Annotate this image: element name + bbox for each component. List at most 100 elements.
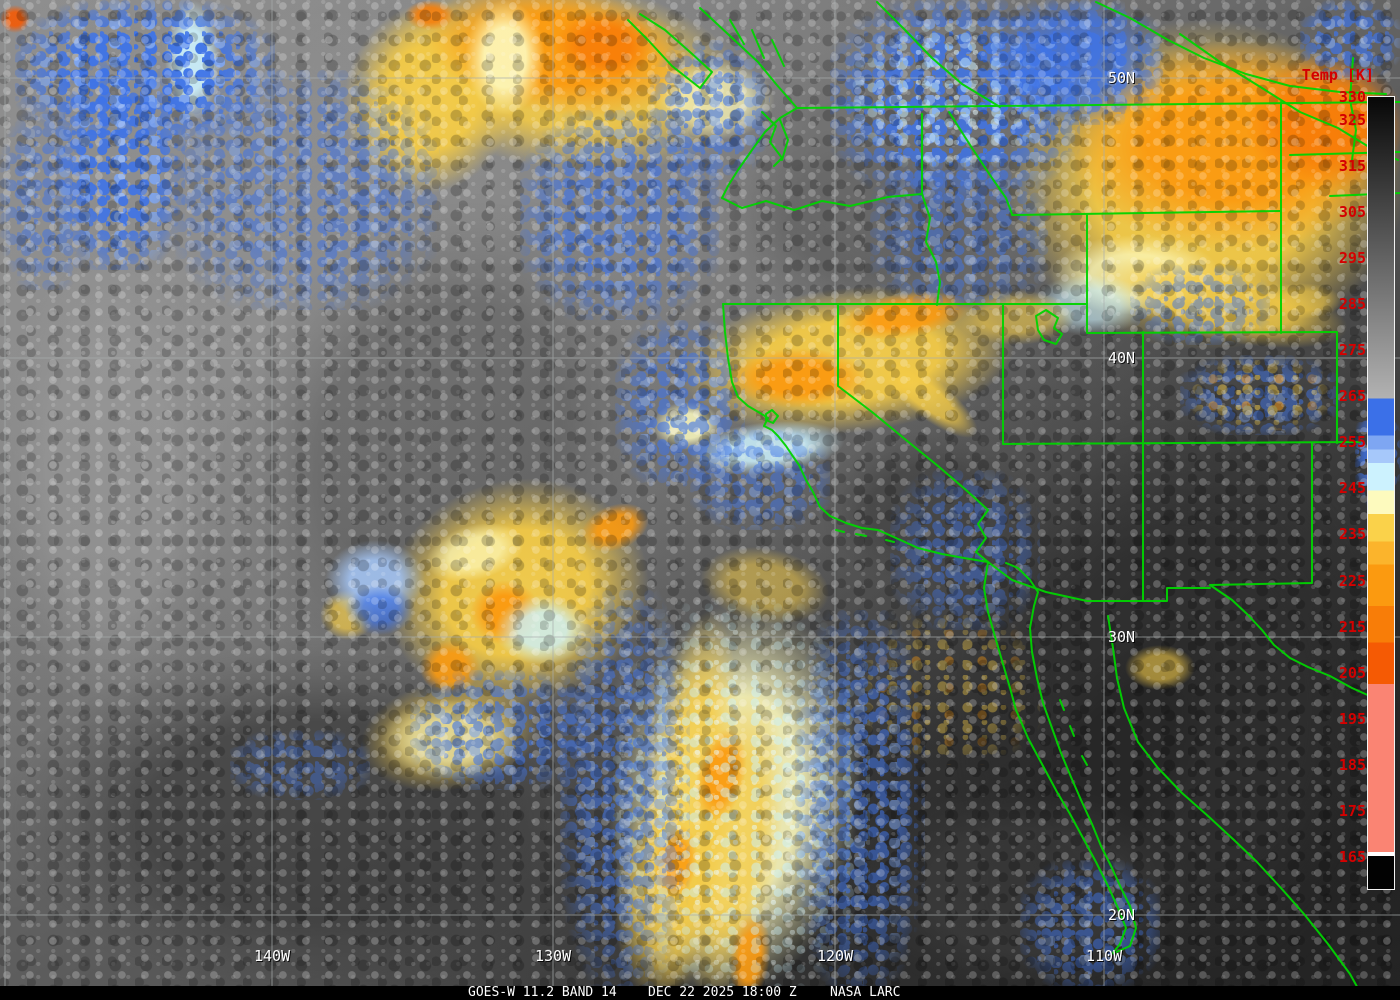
border-path (948, 111, 1013, 215)
cloud-blob (165, 0, 220, 120)
scale-label: 245 (1338, 479, 1366, 498)
cloud-speckle (520, 110, 720, 320)
cloud-speckle (890, 470, 1040, 630)
cloud-blob (607, 786, 718, 1000)
cloud-blob (380, 700, 520, 780)
scale-label: 235 (1338, 525, 1366, 544)
scale-label: 275 (1338, 341, 1366, 360)
scale-label: 330 (1338, 88, 1366, 106)
colorbar-gradient (1368, 97, 1394, 889)
border-path (765, 409, 779, 424)
cloud-blob (420, 640, 480, 695)
cloud-blob (861, 339, 989, 451)
cloud-speckle (1190, 360, 1330, 430)
cloud-speckle (690, 430, 830, 530)
border-path (1086, 303, 1338, 334)
border-path (975, 509, 989, 563)
cloud-blob (319, 0, 541, 217)
scale-label: 165 (1338, 847, 1366, 866)
cloud-blob (820, 430, 1040, 590)
caption-bar: GOES-W 11.2 BAND 14 DEC 22 2025 18:00 Z … (0, 986, 1400, 1000)
cloud-blob (687, 414, 848, 482)
cloud-blob (837, 284, 973, 347)
cloud-speckle (830, 0, 1080, 200)
cloud-blob (850, 780, 1200, 1000)
cloud-blob (555, 10, 655, 80)
cloud-blob (470, 580, 540, 645)
border-path (876, 1, 1001, 108)
cloud-speckle (1130, 265, 1270, 345)
cloud-speckle (55, 60, 185, 270)
cloud-blob (955, 290, 1075, 345)
cloud-blob (1030, 275, 1150, 335)
cloud-speckle (985, 0, 1165, 125)
cloud-blob (325, 540, 425, 620)
cloud-speckle (560, 590, 690, 990)
cloud-blob (132, 111, 748, 769)
cloud-blob (652, 402, 722, 450)
cloud-speckle (615, 320, 745, 490)
border-path (722, 303, 989, 563)
cloud-blob (351, 665, 549, 805)
border-path (1209, 584, 1393, 704)
scale-label: 295 (1338, 249, 1366, 268)
border-path (721, 193, 923, 211)
border-path (1035, 309, 1063, 345)
scale-label: 305 (1338, 203, 1366, 222)
border-path (699, 7, 798, 109)
longitude-label: 120W (817, 947, 854, 965)
cloud-speckle (230, 730, 370, 800)
cloud-blob (574, 494, 656, 561)
cloud-blob (368, 0, 762, 195)
cloud-speckle (15, 0, 275, 140)
border-path (1002, 441, 1361, 445)
colorbar-title: Temp [K] (1301, 66, 1374, 84)
border-path (1059, 699, 1088, 766)
cloud-blob (728, 348, 868, 408)
cloud-blob (419, 512, 531, 593)
cloud-blob (1125, 645, 1195, 690)
cloud-blob (0, 640, 640, 1000)
cloud-blob (687, 724, 755, 827)
border-path (1011, 210, 1282, 216)
latitude-label: 40N (1108, 349, 1136, 367)
cloud-speckle (170, 70, 440, 310)
border-path (796, 101, 1400, 109)
cloud-blob (1085, 238, 1355, 367)
cloud-blob (932, 573, 1278, 987)
cloud-blob (0, 5, 30, 33)
cloud-speckle (610, 600, 870, 1000)
longitude-label: 110W (1086, 947, 1123, 965)
cloud-blob (655, 60, 775, 140)
cloud-blob (405, 0, 455, 30)
cloud-blob (673, 270, 1022, 451)
border-path (761, 111, 789, 167)
cloud-speckle (1180, 355, 1340, 435)
cloud-speckle (650, 40, 770, 180)
cloud-blob (320, 590, 375, 640)
cloud-speckle (410, 670, 590, 790)
scale-label: 175 (1338, 801, 1366, 820)
border-path (1005, 562, 1137, 955)
cloud-blob (589, 588, 881, 1000)
scale-label: 215 (1338, 617, 1366, 636)
cloud-blob (360, 449, 675, 736)
latitude-label: 20N (1108, 906, 1136, 924)
cloud-blob (1050, 235, 1220, 315)
state-borders (627, 1, 1400, 993)
border-path (721, 107, 798, 199)
border-path (1107, 615, 1361, 993)
scale-label: 225 (1338, 571, 1366, 590)
border-path (729, 19, 785, 67)
scale-label: 255 (1338, 433, 1366, 452)
border-path (627, 13, 713, 89)
caption-datetime: DEC 22 2025 18:00 Z (648, 985, 797, 1000)
cloud-blob (417, 0, 703, 134)
border-path (1209, 442, 1313, 586)
cloud-blob (985, 0, 1165, 125)
cloud-speckle (795, 610, 925, 990)
cloud-speckle (870, 160, 1050, 310)
